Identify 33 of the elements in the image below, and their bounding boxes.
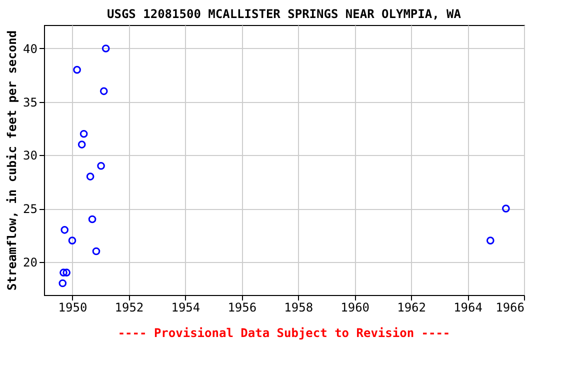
point (100, 87, 108, 96)
point (92, 247, 100, 256)
point (102, 44, 110, 52)
point (97, 162, 105, 170)
x-tick-label: 1954 (171, 300, 200, 314)
y-tick-label: 35 (23, 95, 38, 110)
point (60, 226, 69, 234)
point (502, 204, 510, 212)
x-tick-label: 1960 (340, 300, 370, 314)
point (80, 130, 88, 138)
text: ---- Provisional Data Subject to Revision ---- (118, 326, 450, 340)
point (486, 236, 494, 244)
point (88, 215, 96, 224)
x-tick-label: 1956 (228, 300, 257, 314)
point (86, 172, 94, 180)
x-tick-label: 1962 (397, 300, 426, 314)
y-tick-label: 30 (23, 148, 38, 163)
x-tick-label: 1966 (496, 300, 524, 314)
point (68, 236, 76, 244)
y-tick-label: 40 (23, 42, 38, 56)
point (62, 268, 70, 276)
x-tick-label: 1950 (58, 300, 88, 314)
point (58, 279, 67, 288)
x-tick-label: 1964 (454, 300, 482, 314)
point (78, 140, 86, 148)
x-tick-label: 1958 (284, 300, 314, 314)
y-tick-label: 20 (23, 255, 38, 270)
x-tick-label: 1952 (114, 300, 144, 314)
y-axis-title: Streamflow, in cubic feet per second (5, 30, 20, 291)
chart-title: USGS 12081500 MCALLISTER SPRINGS NEAR OLYMPIA, WA (106, 7, 462, 21)
point (73, 66, 81, 74)
point (60, 268, 68, 276)
y-tick-label: 25 (23, 202, 38, 216)
